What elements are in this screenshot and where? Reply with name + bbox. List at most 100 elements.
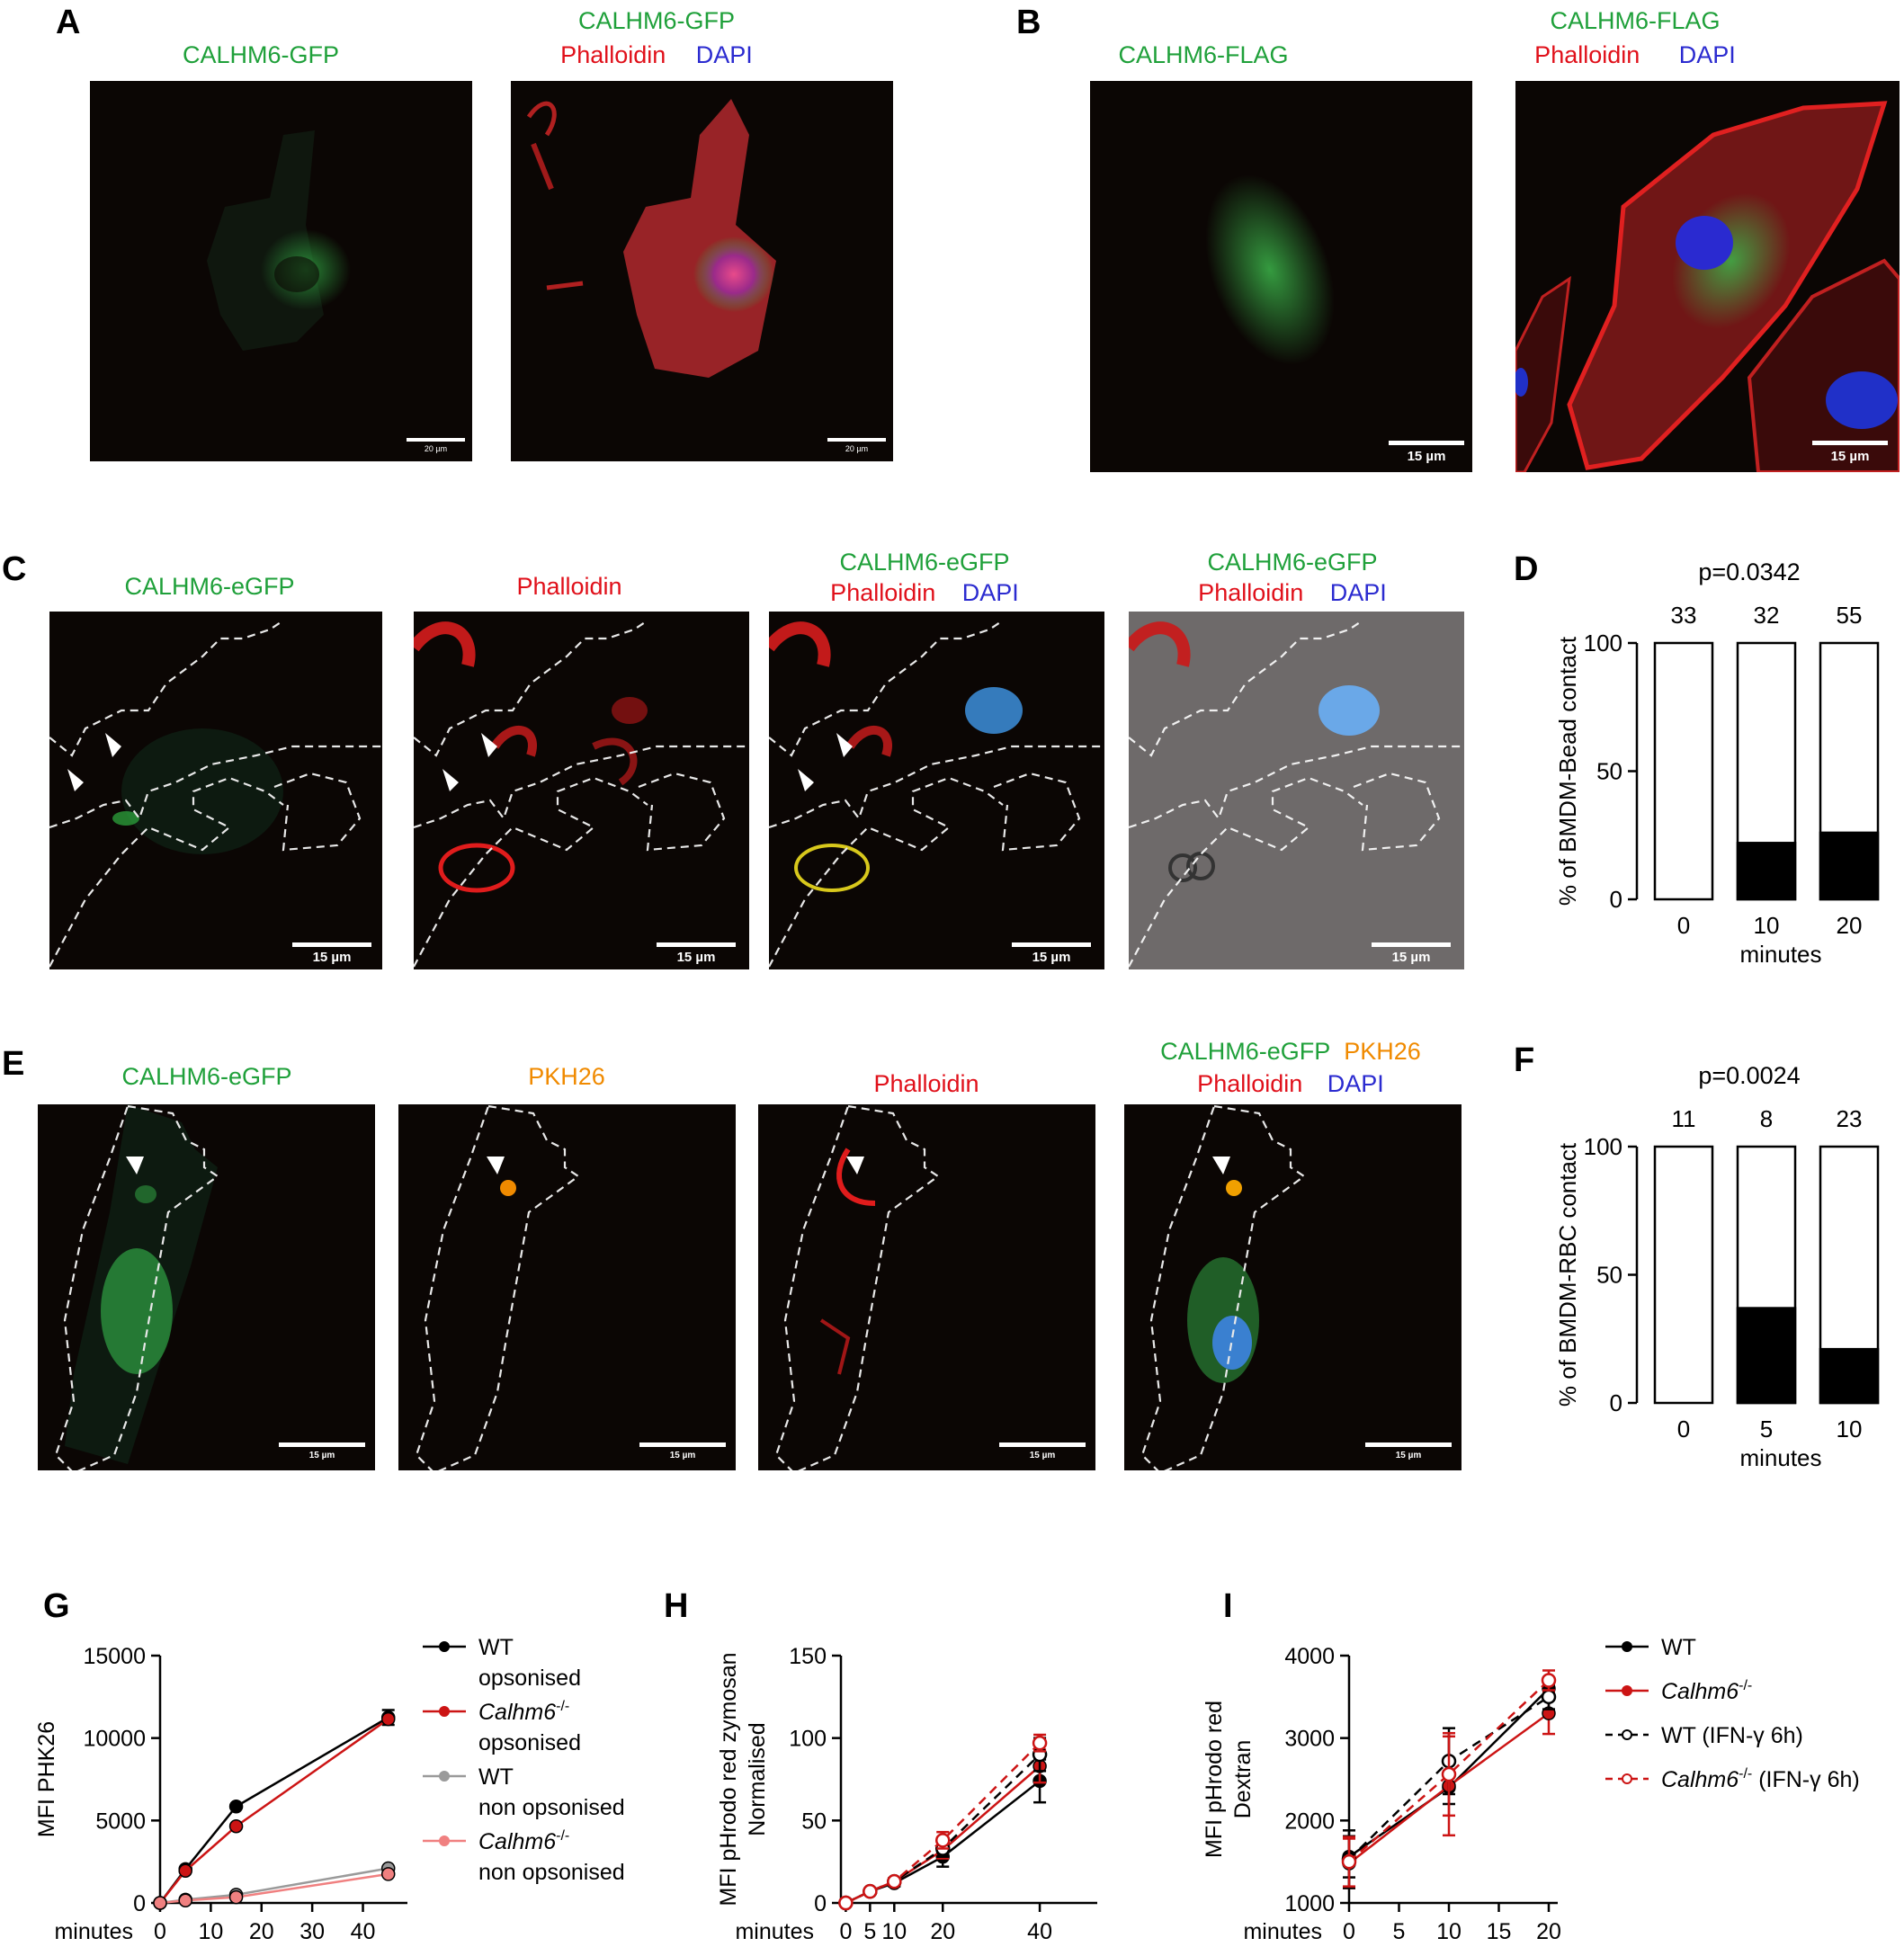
- e4-pkh26-label: PKH26: [1344, 1038, 1421, 1065]
- c4-phalloidin-label: Phalloidin: [1198, 579, 1304, 606]
- data-point: [380, 1867, 396, 1881]
- legend-label: opsonised: [478, 1666, 581, 1691]
- data-point: [1341, 1853, 1357, 1870]
- panel-label-h: H: [664, 1587, 689, 1625]
- y-tick-label: 1000: [1284, 1891, 1335, 1916]
- c3-scale-text: 15 µm: [1032, 950, 1071, 965]
- y-tick-label: 100: [1584, 630, 1622, 656]
- panel-label-g: G: [43, 1587, 70, 1625]
- y-tick-label: 2000: [1284, 1809, 1335, 1834]
- y-tick-label: 10000: [83, 1727, 146, 1752]
- micrograph-e2: 15 µm: [398, 1104, 736, 1470]
- data-point: [887, 1873, 902, 1889]
- micrograph-a1: 20 µm: [90, 81, 472, 461]
- y-tick-label: 100: [1584, 1133, 1622, 1160]
- x-axis-label: minutes: [54, 1919, 133, 1944]
- micrograph-b2: 15 µm: [1515, 81, 1900, 472]
- a1-scale-text: 20 µm: [424, 444, 448, 453]
- c1-scale-text: 15 µm: [312, 950, 352, 965]
- bar-white: [1653, 641, 1714, 901]
- c3-scale-bar: [1012, 942, 1091, 947]
- x-tick-label: 15: [1487, 1919, 1512, 1944]
- data-point: [1441, 1766, 1457, 1782]
- a2-scale-text: 20 µm: [845, 444, 869, 453]
- a2-title-line2: Phalloidin DAPI: [560, 41, 753, 69]
- x-tick-label: 20: [1536, 1919, 1561, 1944]
- x-axis-label: minutes: [1243, 1919, 1322, 1944]
- x-tick-label: 40: [351, 1919, 376, 1944]
- y-axis-label: Normalised: [745, 1722, 770, 1835]
- legend-label: WT: [478, 1764, 514, 1790]
- legend-marker: [439, 1835, 450, 1846]
- e4-title-line1: CALHM6-eGFP PKH26: [1160, 1038, 1421, 1066]
- x-axis-label: minutes: [1739, 1444, 1821, 1471]
- b1-scale-text: 15 µm: [1407, 449, 1446, 464]
- x-axis-label: minutes: [1739, 941, 1821, 968]
- micrograph-c3: 15 µm: [769, 612, 1104, 969]
- series-line: [845, 1742, 1041, 1905]
- b1-scale-bar: [1389, 441, 1464, 445]
- data-point: [934, 1833, 951, 1848]
- y-axis-label: Dextran: [1230, 1740, 1256, 1819]
- y-tick-label: 0: [133, 1891, 146, 1916]
- y-axis-label: % of BMDM-Bead contact: [1554, 636, 1581, 906]
- series-line: [159, 1867, 389, 1905]
- micrograph-e1: 15 µm: [38, 1104, 375, 1470]
- e4-scale-text: 15 µm: [1395, 1451, 1422, 1460]
- panel-label-f: F: [1514, 1041, 1535, 1079]
- data-point: [228, 1889, 244, 1905]
- x-tick-label: 10: [198, 1919, 223, 1944]
- data-point: [380, 1711, 396, 1727]
- e4-title-line2: Phalloidin DAPI: [1197, 1070, 1384, 1098]
- e2-title: PKH26: [528, 1063, 605, 1090]
- legend-label: WT (IFN-γ 6h): [1661, 1723, 1803, 1748]
- micrograph-c2: 15 µm: [414, 612, 749, 969]
- data-point: [178, 1863, 192, 1878]
- b2-scale-text: 15 µm: [1830, 449, 1870, 464]
- legend-label: opsonised: [478, 1730, 581, 1755]
- e2-scale-bar: [639, 1442, 726, 1447]
- x-tick-label: 10: [1436, 1919, 1462, 1944]
- series-line: [159, 1872, 389, 1905]
- y-tick-label: 3000: [1284, 1727, 1335, 1752]
- micrograph-e3: 15 µm: [758, 1104, 1095, 1470]
- bar-black: [1819, 831, 1880, 901]
- series-line: [159, 1718, 389, 1904]
- legend-marker: [1622, 1641, 1632, 1652]
- legend-label: non opsonised: [478, 1795, 625, 1820]
- e2-scale-text: 15 µm: [669, 1451, 696, 1460]
- c3-title-line1: CALHM6-eGFP: [839, 549, 1010, 576]
- y-tick-label: 50: [1596, 758, 1622, 785]
- panel-label-c: C: [2, 550, 27, 588]
- b2-scale-bar: [1812, 441, 1888, 445]
- x-axis-label: minutes: [735, 1919, 814, 1944]
- e3-scale-text: 15 µm: [1029, 1451, 1056, 1460]
- x-tick-label: 0: [839, 1919, 852, 1944]
- b2-title-line2: Phalloidin DAPI: [1534, 41, 1736, 69]
- data-point: [178, 1893, 192, 1907]
- chart-title: p=0.0024: [1698, 1062, 1800, 1089]
- y-tick-label: 0: [814, 1891, 827, 1916]
- c4-dapi-label: DAPI: [1329, 579, 1387, 606]
- panel-label-i: I: [1223, 1587, 1233, 1625]
- x-tick-label: 10: [881, 1919, 907, 1944]
- y-tick-label: 50: [1596, 1262, 1622, 1289]
- x-tick-label: 20: [930, 1919, 955, 1944]
- c3-phalloidin-label: Phalloidin: [830, 579, 936, 606]
- a2-phalloidin-label: Phalloidin: [560, 41, 666, 68]
- c1-title: CALHM6-eGFP: [124, 573, 295, 600]
- y-axis-label: MFI PHK26: [34, 1721, 59, 1837]
- panel-label-e: E: [2, 1045, 25, 1083]
- panel-label-a: A: [56, 4, 81, 41]
- y-tick-label: 0: [1610, 886, 1622, 913]
- panel-label-b: B: [1016, 4, 1041, 41]
- c2-scale-bar: [657, 942, 736, 947]
- c4-scale-text: 15 µm: [1391, 950, 1431, 965]
- legend-marker: [1622, 1729, 1632, 1740]
- x-tick-label: 0: [1677, 1416, 1690, 1442]
- chart-title: p=0.0342: [1698, 558, 1800, 585]
- y-tick-label: 0: [1610, 1389, 1622, 1416]
- c1-scale-bar: [292, 942, 371, 947]
- b1-title: CALHM6-FLAG: [1118, 41, 1289, 68]
